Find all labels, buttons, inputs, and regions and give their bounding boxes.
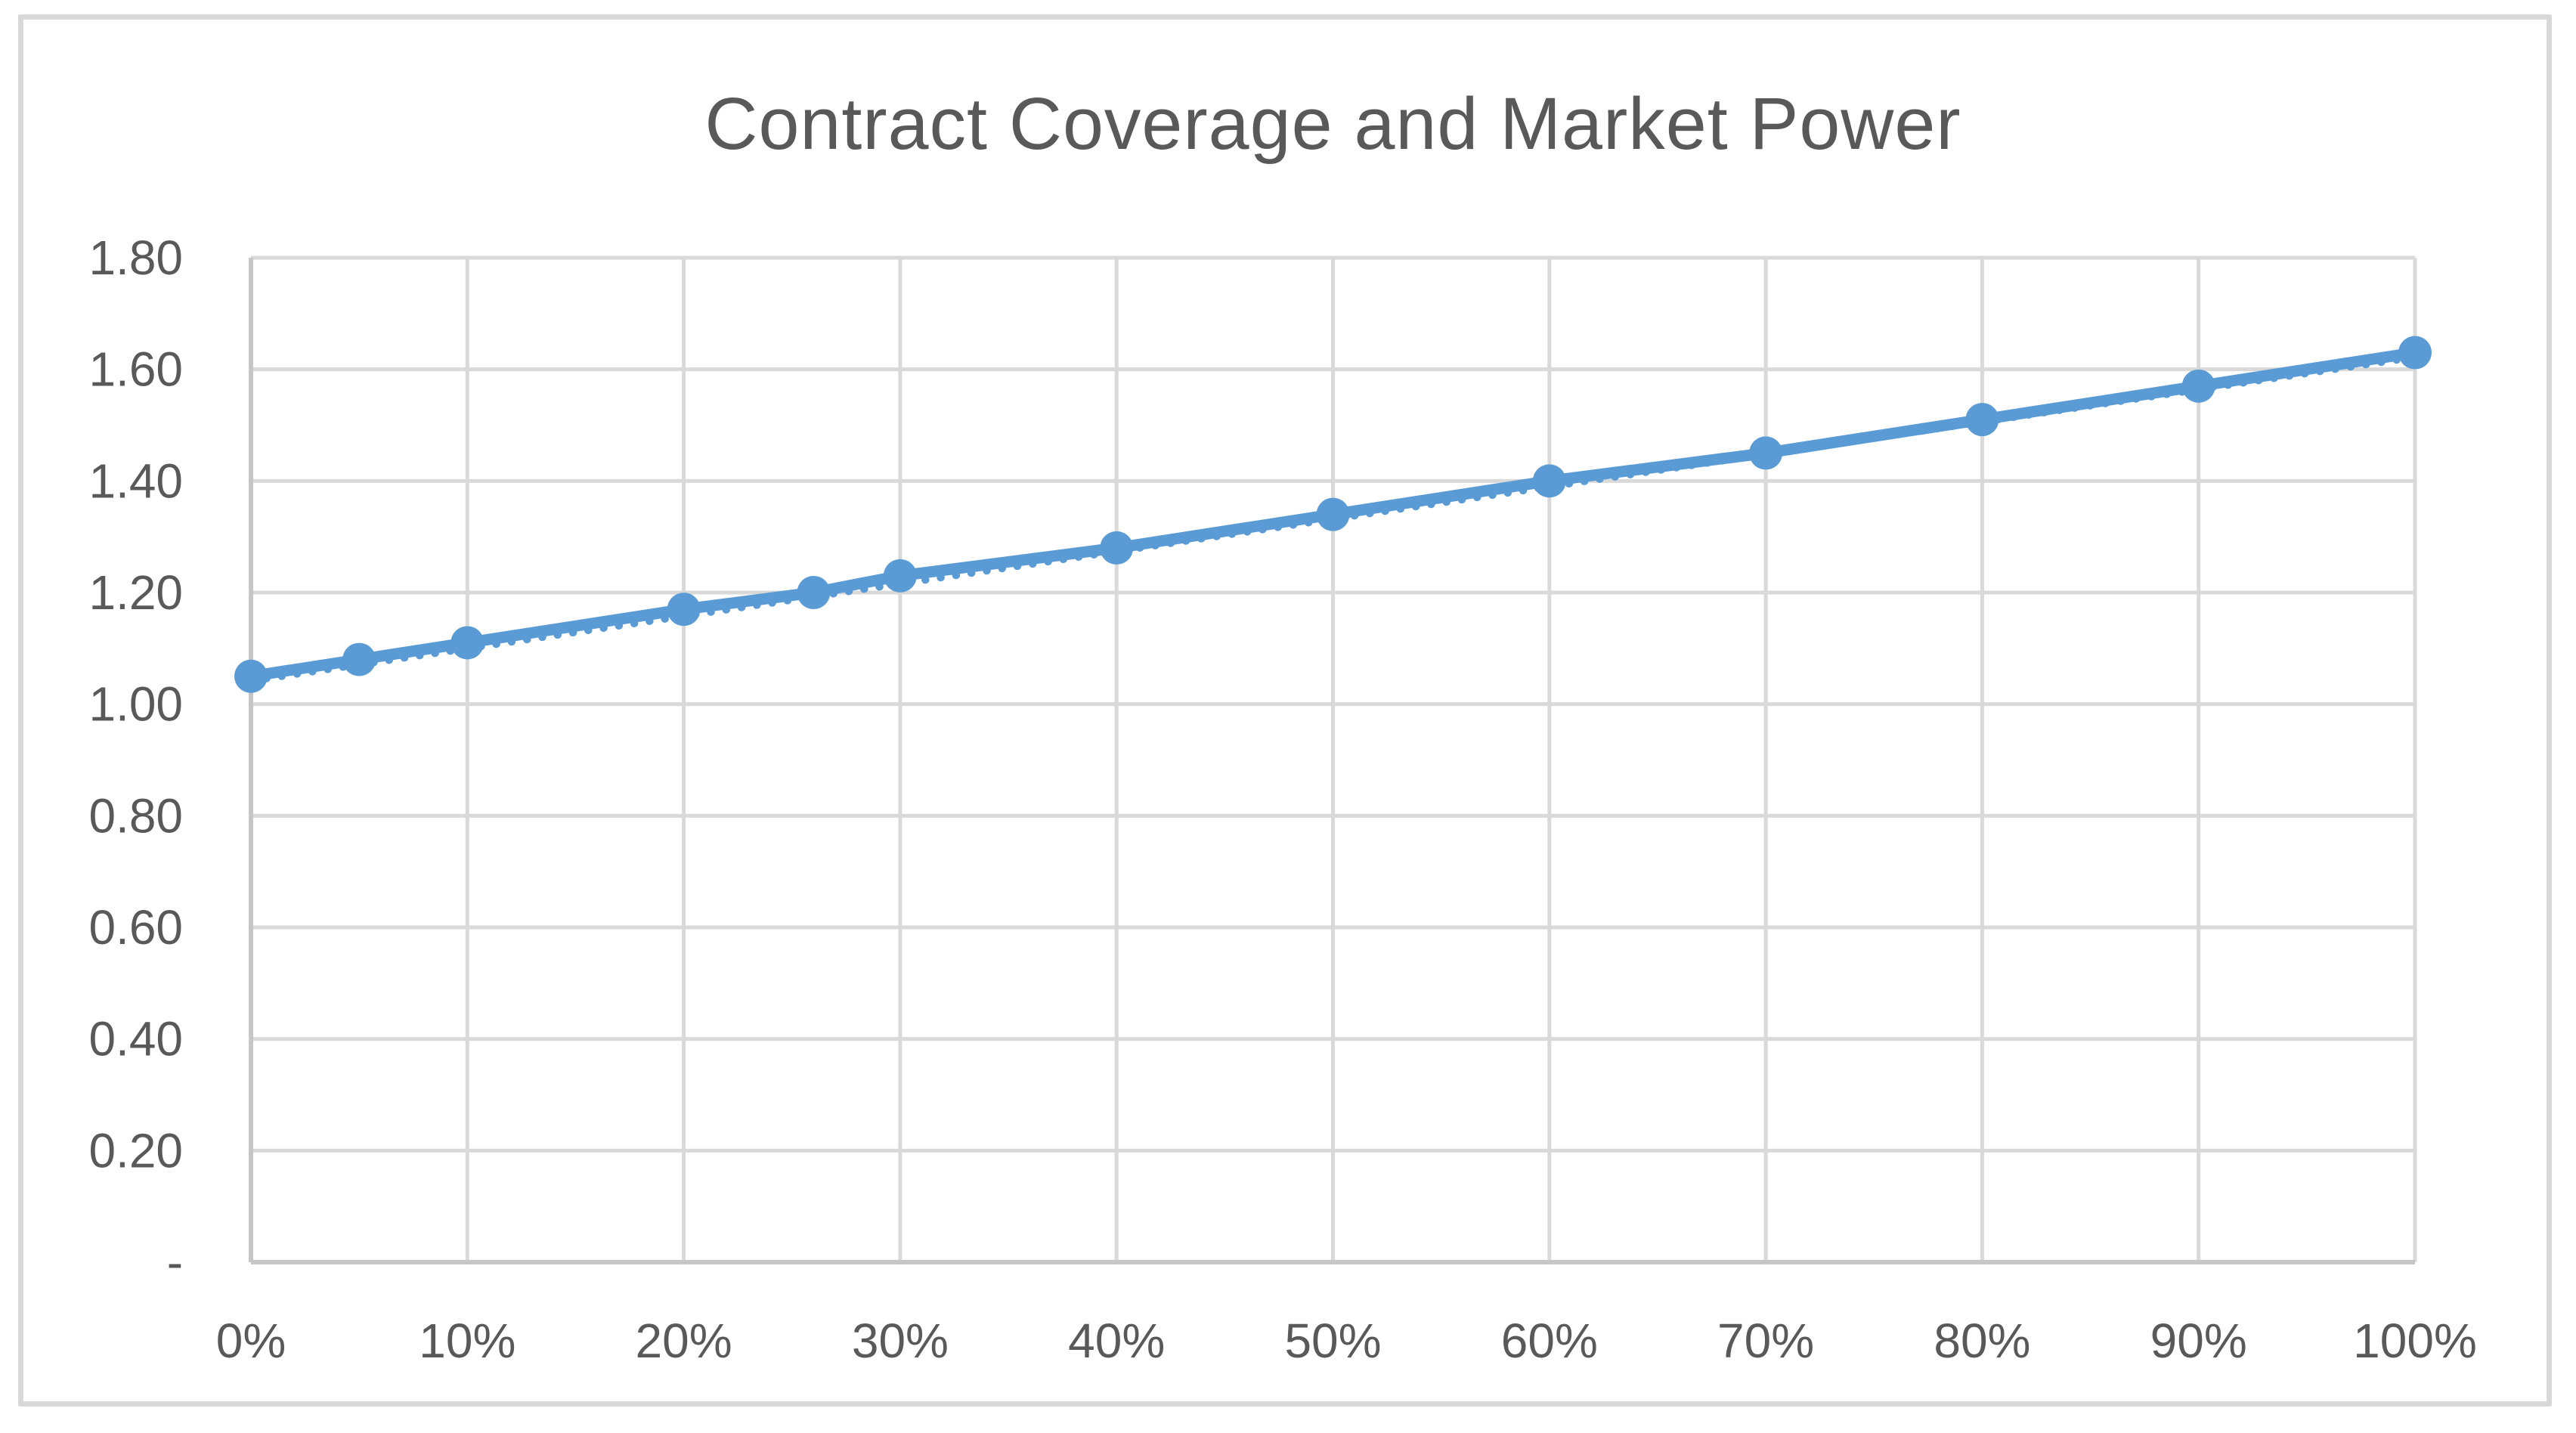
- x-tick-label: 50%: [1284, 1314, 1381, 1368]
- data-point-marker: [2181, 369, 2215, 403]
- data-point-marker: [1316, 497, 1350, 531]
- y-tick-label: 0.60: [88, 900, 183, 955]
- y-tick-label: 0.80: [88, 788, 183, 843]
- data-point-marker: [450, 626, 485, 660]
- y-tick-label: 1.00: [88, 677, 183, 732]
- y-tick-label: 0.40: [88, 1012, 183, 1066]
- data-point-marker: [234, 659, 268, 693]
- x-tick-label: 20%: [636, 1314, 732, 1368]
- y-tick-label: 1.40: [88, 453, 183, 508]
- data-point-marker: [667, 593, 701, 627]
- y-tick-label: 1.80: [88, 231, 183, 285]
- data-point-marker: [1532, 464, 1566, 498]
- x-tick-label: 70%: [1717, 1314, 1814, 1368]
- chart-frame: [18, 14, 2552, 1407]
- x-tick-label: 0%: [216, 1314, 286, 1368]
- data-point-marker: [2398, 336, 2432, 370]
- x-tick-label: 90%: [2150, 1314, 2247, 1368]
- data-point-marker: [1965, 403, 1999, 437]
- x-tick-label: 30%: [852, 1314, 949, 1368]
- x-tick-label: 10%: [419, 1314, 516, 1368]
- x-tick-label: 80%: [1934, 1314, 2030, 1368]
- x-tick-label: 60%: [1501, 1314, 1598, 1368]
- y-tick-label: 1.20: [88, 565, 183, 620]
- x-tick-label: 100%: [2353, 1314, 2477, 1368]
- x-tick-label: 40%: [1068, 1314, 1165, 1368]
- y-tick-label: 1.60: [88, 342, 183, 397]
- data-point-marker: [797, 576, 831, 609]
- data-point-marker: [342, 642, 376, 676]
- chart-title: Contract Coverage and Market Power: [704, 82, 1961, 165]
- data-point-marker: [883, 559, 917, 593]
- data-point-marker: [1749, 436, 1783, 470]
- y-tick-label: -: [167, 1235, 183, 1289]
- data-point-marker: [1100, 531, 1134, 565]
- y-tick-label: 0.20: [88, 1123, 183, 1178]
